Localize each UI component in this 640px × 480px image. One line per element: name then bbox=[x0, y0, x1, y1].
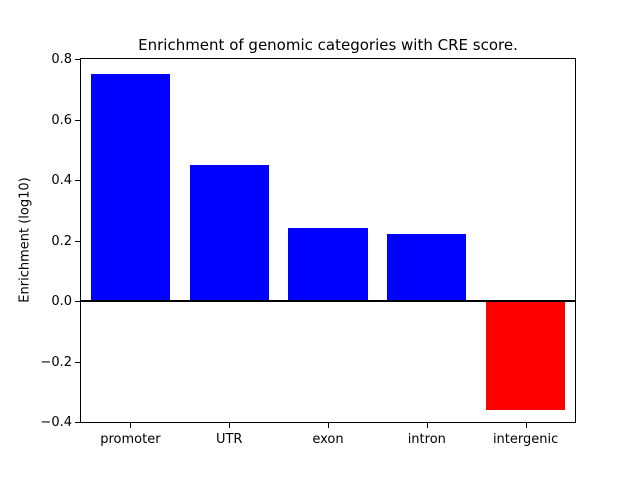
plot-area bbox=[80, 58, 576, 423]
y-tick-mark bbox=[75, 59, 80, 60]
x-tick-label-exon: exon bbox=[312, 432, 344, 447]
x-tick-mark bbox=[229, 423, 231, 428]
bar-promoter bbox=[90, 74, 170, 301]
bar-UTR bbox=[189, 164, 269, 301]
y-tick-label: −0.2 bbox=[40, 354, 72, 370]
y-tick-mark bbox=[75, 119, 80, 121]
x-tick-mark bbox=[426, 423, 428, 428]
y-tick-label: −0.4 bbox=[40, 415, 72, 430]
y-tick-label: 0.4 bbox=[51, 173, 72, 188]
zero-line bbox=[81, 300, 575, 302]
y-tick-mark bbox=[75, 240, 80, 242]
x-tick-label-promoter: promoter bbox=[100, 432, 161, 447]
bar-intergenic bbox=[486, 301, 566, 410]
y-tick-label: 0.8 bbox=[51, 52, 72, 67]
x-tick-mark bbox=[328, 423, 329, 428]
chart-title: Enrichment of genomic categories with CR… bbox=[138, 36, 518, 54]
x-tick-mark bbox=[525, 423, 527, 428]
y-tick-mark bbox=[75, 422, 80, 423]
y-tick-mark bbox=[75, 301, 80, 302]
y-tick-mark bbox=[75, 180, 80, 181]
y-tick-mark bbox=[75, 361, 80, 363]
y-tick-label: 0.6 bbox=[51, 112, 72, 128]
y-tick-label: 0.2 bbox=[51, 233, 72, 249]
x-tick-mark bbox=[130, 423, 132, 428]
x-tick-label-intergenic: intergenic bbox=[492, 432, 559, 447]
y-tick-label: 0.0 bbox=[51, 294, 72, 309]
x-tick-label-intron: intron bbox=[407, 432, 446, 447]
bar-exon bbox=[288, 228, 368, 301]
x-tick-label-UTR: UTR bbox=[215, 432, 243, 447]
bar-intron bbox=[387, 234, 467, 301]
